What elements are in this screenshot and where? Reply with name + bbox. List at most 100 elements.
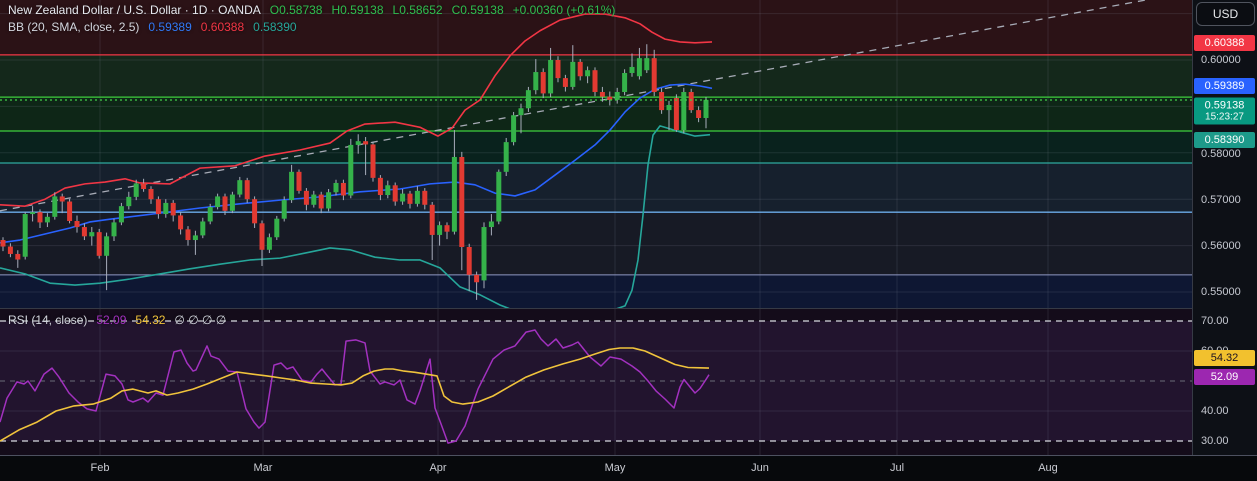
axis-label: 30.00: [1201, 435, 1229, 447]
rsi-legend: RSI (14, close) 52.09 54.32 ∅ ∅ ∅ ∅: [8, 314, 226, 327]
candle-down: [96, 232, 102, 256]
teal-zone: [0, 131, 1192, 163]
candle-up: [133, 183, 139, 197]
currency-unit-button[interactable]: USD: [1196, 2, 1255, 26]
candle-down: [148, 188, 154, 200]
last-price-badge: 0.59138 15:23:27: [1194, 97, 1255, 125]
candle-down: [67, 201, 73, 222]
candle-down: [696, 110, 702, 118]
candle-up: [333, 182, 339, 193]
candle-down: [0, 240, 6, 247]
candle-down: [170, 202, 176, 216]
candle-up: [326, 192, 332, 209]
candle-up: [104, 236, 110, 256]
axis-label: 0.56000: [1201, 240, 1241, 252]
axis-label: 0.60000: [1201, 54, 1241, 66]
navy-support-zone: [0, 275, 1192, 308]
symbol-title: New Zealand Dollar / U.S. Dollar · 1D · …: [8, 3, 261, 17]
candle-up: [548, 60, 554, 94]
time-scale-axis[interactable]: Feb Mar Apr May Jun Jul Aug: [0, 455, 1257, 481]
month-label-jul: Jul: [889, 462, 905, 474]
candle-down: [7, 246, 13, 254]
candle-down: [444, 225, 450, 232]
ohlc-change: +0.00360 (+0.61%): [512, 3, 616, 17]
candle-up: [622, 72, 628, 93]
candle-up: [30, 212, 36, 215]
axis-label: 0.58000: [1201, 148, 1241, 160]
slate-zone: [0, 163, 1192, 212]
price-pane[interactable]: [0, 0, 1192, 308]
candle-down: [37, 212, 43, 223]
candle-up: [703, 99, 709, 118]
bb-legend: BB (20, SMA, close, 2.5) 0.59389 0.60388…: [8, 21, 297, 34]
candle-up: [355, 141, 361, 145]
candle-down: [599, 92, 605, 97]
candle-up: [481, 227, 487, 281]
rsi-value: 52.09: [96, 313, 127, 327]
candle-down: [59, 196, 65, 202]
candle-up: [163, 202, 169, 215]
month-label-may: May: [604, 462, 626, 474]
candle-up: [437, 225, 443, 235]
candle-up: [400, 193, 406, 202]
candle-up: [274, 218, 280, 238]
candle-up: [207, 207, 213, 222]
candle-up: [644, 58, 650, 71]
mid-green-zone: [0, 97, 1192, 131]
ohlc-close: C0.59138: [451, 3, 504, 17]
candle-down: [651, 58, 657, 93]
bb-basis-badge: 0.59389: [1194, 78, 1255, 94]
candle-down: [178, 215, 184, 230]
candle-down: [540, 72, 546, 94]
candle-up: [570, 61, 576, 87]
candle-down: [577, 61, 583, 77]
bb-basis-value: 0.59389: [148, 20, 192, 34]
candle-down: [81, 227, 87, 237]
rsi-pane[interactable]: [0, 309, 1192, 455]
bb-indicator-name: BB (20, SMA, close, 2.5): [8, 20, 140, 34]
candle-up: [518, 108, 524, 116]
symbol-legend: New Zealand Dollar / U.S. Dollar · 1D · …: [8, 4, 615, 17]
bb-lower-value: 0.58390: [253, 20, 297, 34]
candle-down: [303, 190, 309, 205]
candle-up: [200, 221, 206, 236]
pane-separator[interactable]: [0, 308, 1192, 309]
month-label-jun: Jun: [751, 462, 769, 474]
candle-down: [562, 78, 568, 87]
candle-down: [155, 199, 161, 215]
countdown-timer: 15:23:27: [1205, 111, 1244, 123]
candle-up: [348, 144, 354, 196]
candle-down: [555, 60, 561, 79]
candle-down: [688, 92, 694, 111]
candle-up: [22, 214, 28, 257]
candle-up: [451, 156, 457, 232]
candle-up: [311, 194, 317, 205]
candle-down: [296, 171, 302, 191]
candle-down: [377, 177, 383, 196]
month-label-mar: Mar: [253, 462, 273, 474]
candle-up: [414, 190, 420, 204]
axis-label: 0.57000: [1201, 194, 1241, 206]
ohlc-open: O0.58738: [269, 3, 323, 17]
candle-up: [89, 232, 95, 237]
candle-down: [370, 144, 376, 178]
candle-up: [636, 58, 642, 77]
candle-down: [185, 229, 191, 241]
candle-up: [503, 142, 509, 172]
candle-down: [244, 180, 250, 200]
candle-up: [533, 72, 539, 91]
candle-up: [126, 196, 132, 207]
candle-down: [607, 96, 613, 100]
candle-up: [237, 180, 243, 195]
candle-down: [141, 183, 147, 189]
candle-up: [44, 216, 50, 223]
candle-down: [673, 98, 679, 131]
candle-up: [681, 92, 687, 131]
candle-down: [340, 182, 346, 196]
month-label-aug: Aug: [1038, 462, 1058, 474]
price-scale-axis[interactable]: 0.60000 0.58000 0.57000 0.56000 0.55000 70.00…: [1193, 0, 1257, 455]
candle-down: [407, 193, 413, 204]
axis-label: 70.00: [1201, 315, 1229, 327]
axis-label: 40.00: [1201, 405, 1229, 417]
ohlc-low: L0.58652: [392, 3, 443, 17]
